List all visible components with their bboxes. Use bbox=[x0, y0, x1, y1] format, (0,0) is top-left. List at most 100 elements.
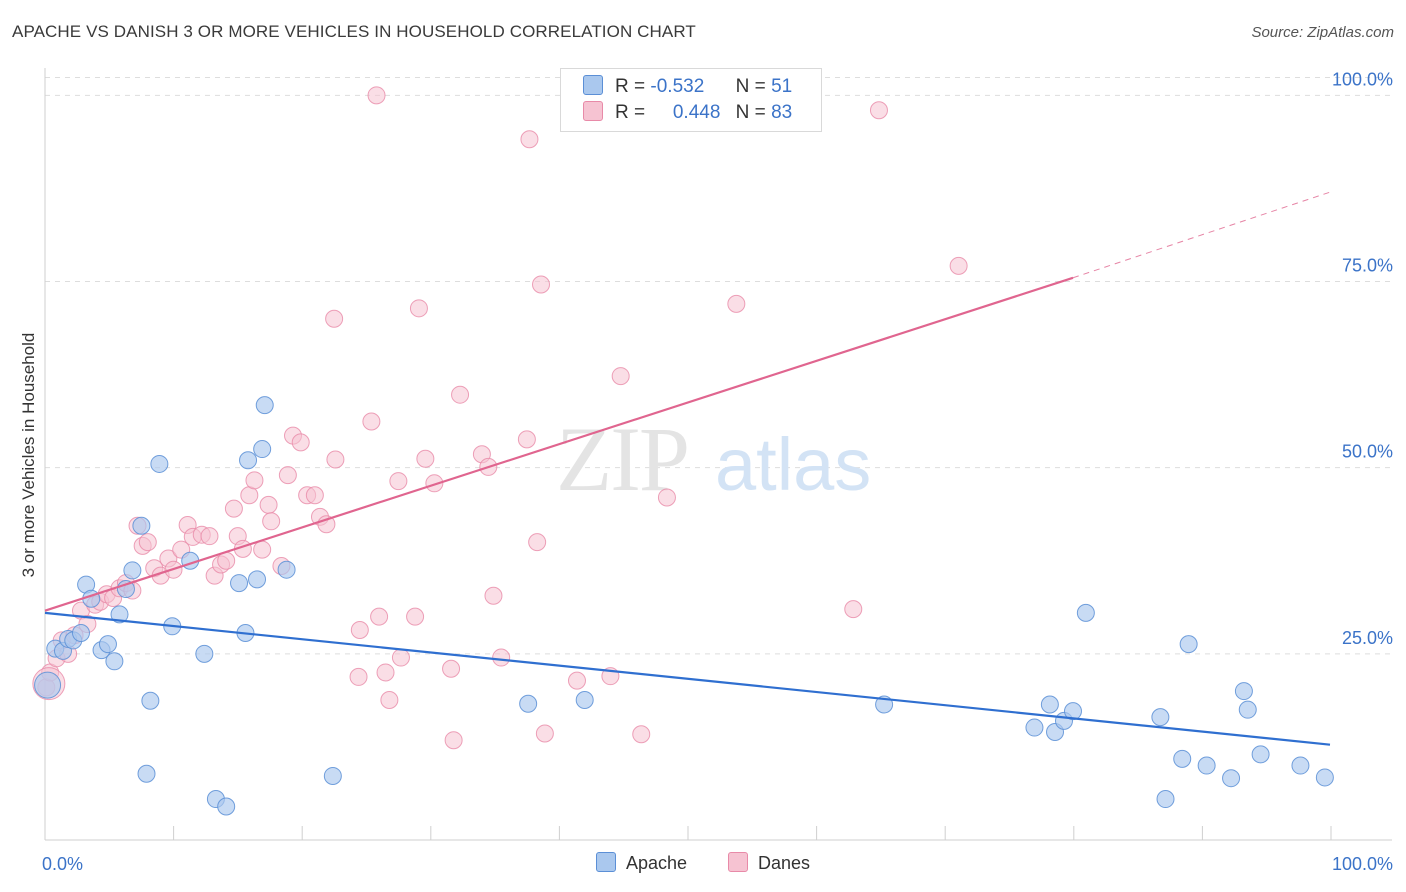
danes-point bbox=[444, 731, 463, 750]
apache-point bbox=[1251, 745, 1270, 764]
apache-trendline bbox=[44, 611, 1331, 746]
danes-point bbox=[259, 495, 278, 514]
apache-point bbox=[217, 797, 236, 816]
y-axis-label: 3 or more Vehicles in Household bbox=[19, 333, 38, 578]
danes-point bbox=[278, 466, 297, 485]
danes-point bbox=[632, 725, 651, 744]
apache-point bbox=[195, 644, 214, 663]
apache-point bbox=[98, 635, 117, 654]
danes-point bbox=[567, 671, 586, 690]
apache-point bbox=[255, 396, 274, 415]
danes-trendline-extension bbox=[1072, 191, 1331, 279]
danes-point bbox=[517, 430, 536, 449]
danes-point bbox=[409, 299, 428, 318]
legend-n-value-danes: 83 bbox=[771, 102, 793, 123]
bottom-legend-danes: Danes bbox=[728, 852, 810, 874]
y-tick-label: 100.0% bbox=[1332, 69, 1393, 89]
danes-point bbox=[349, 667, 368, 686]
watermark-atlas: atlas bbox=[715, 423, 871, 506]
apache-point bbox=[1238, 700, 1257, 719]
apache-point bbox=[239, 451, 258, 470]
tick-labels: 25.0% 50.0% 75.0% 100.0% 0.0% 100.0% bbox=[42, 69, 1393, 874]
danes-point bbox=[367, 86, 386, 105]
apache-point bbox=[123, 561, 142, 580]
apache-swatch bbox=[595, 852, 616, 872]
apache-point bbox=[1179, 635, 1198, 654]
danes-point bbox=[949, 256, 968, 275]
y-tick-label: 50.0% bbox=[1342, 442, 1393, 462]
apache-point bbox=[1151, 708, 1170, 727]
x-tick-label-min: 0.0% bbox=[42, 854, 83, 874]
gridlines bbox=[45, 76, 1392, 655]
apache-point bbox=[110, 605, 129, 624]
apache-point bbox=[1315, 768, 1334, 787]
danes-point bbox=[406, 607, 425, 626]
danes-point bbox=[528, 533, 547, 552]
danes-point bbox=[370, 607, 389, 626]
apache-point bbox=[137, 764, 156, 783]
bottom-legend: Apache Danes bbox=[0, 852, 1406, 874]
danes-point bbox=[362, 412, 381, 431]
danes-point bbox=[200, 527, 219, 546]
apache-point bbox=[132, 516, 151, 535]
danes-point bbox=[532, 275, 551, 294]
apache-point bbox=[248, 570, 267, 589]
apache-point bbox=[34, 671, 62, 699]
danes-swatch bbox=[728, 852, 749, 872]
danes-point bbox=[657, 488, 676, 507]
apache-point bbox=[277, 560, 296, 579]
danes-point bbox=[389, 472, 408, 491]
bottom-legend-danes-label: Danes bbox=[758, 853, 811, 873]
danes-point bbox=[350, 621, 369, 640]
apache-points bbox=[34, 396, 1334, 816]
apache-point bbox=[230, 574, 249, 593]
danes-trendline bbox=[44, 276, 1074, 612]
danes-point bbox=[138, 533, 157, 552]
x-tick-label-max: 100.0% bbox=[1332, 854, 1393, 874]
apache-point bbox=[1173, 749, 1192, 768]
danes-point bbox=[611, 367, 630, 386]
legend-r-label: R = bbox=[615, 76, 646, 97]
legend-r-value-danes: 0.448 bbox=[672, 102, 721, 123]
legend-n-value-apache: 51 bbox=[771, 76, 793, 97]
apache-point bbox=[1156, 790, 1175, 809]
legend: R = -0.532 N = 51 R = 0.448 N = 83 bbox=[560, 68, 822, 132]
apache-point bbox=[105, 652, 124, 671]
legend-r-value-apache: -0.532 bbox=[650, 76, 705, 97]
legend-row-danes: R = 0.448 N = 83 bbox=[583, 101, 792, 127]
apache-point bbox=[1025, 718, 1044, 737]
axes bbox=[44, 68, 1392, 841]
danes-point bbox=[305, 486, 324, 505]
danes-point bbox=[492, 648, 511, 667]
apache-point bbox=[150, 454, 169, 473]
apache-point bbox=[1064, 702, 1082, 721]
danes-point bbox=[416, 449, 435, 468]
danes-point bbox=[451, 385, 470, 404]
danes-point bbox=[326, 450, 345, 469]
legend-r-label: R = bbox=[615, 102, 646, 123]
danes-point bbox=[376, 663, 395, 682]
apache-point bbox=[575, 691, 594, 710]
danes-point bbox=[727, 294, 746, 313]
apache-point bbox=[1291, 756, 1310, 775]
apache-point bbox=[519, 694, 538, 713]
apache-point bbox=[1040, 695, 1059, 714]
danes-point bbox=[520, 130, 539, 149]
danes-point bbox=[425, 474, 444, 493]
danes-point bbox=[253, 540, 272, 559]
apache-point bbox=[71, 623, 90, 642]
legend-n-label: N = bbox=[735, 102, 766, 123]
legend-row-apache: R = -0.532 N = 51 bbox=[583, 75, 792, 101]
danes-point bbox=[245, 471, 264, 490]
chart-title: APACHE VS DANISH 3 OR MORE VEHICLES IN H… bbox=[12, 22, 696, 41]
apache-point bbox=[1197, 756, 1216, 775]
trendlines bbox=[44, 191, 1331, 746]
bottom-legend-apache-label: Apache bbox=[625, 853, 687, 873]
danes-swatch bbox=[583, 101, 603, 121]
danes-point bbox=[380, 691, 399, 710]
danes-point bbox=[291, 433, 310, 452]
apache-point bbox=[253, 440, 272, 459]
danes-point bbox=[442, 659, 461, 678]
legend-n-label: N = bbox=[735, 76, 766, 97]
